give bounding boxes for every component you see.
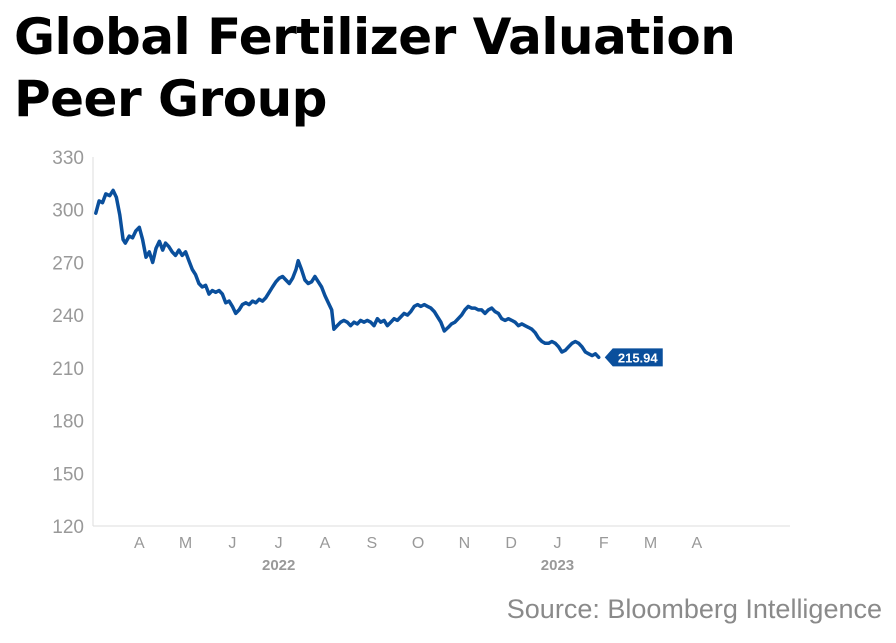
- chart-title: Global Fertilizer Valuation Peer Group: [14, 6, 736, 130]
- y-tick-label: 120: [52, 517, 84, 538]
- series-line: [94, 188, 601, 360]
- x-tick-label: J: [553, 535, 561, 552]
- x-tick-label: J: [275, 535, 283, 552]
- x-tick-label: A: [692, 535, 703, 552]
- x-tick-label: F: [599, 535, 609, 552]
- x-tick-label: N: [459, 535, 471, 552]
- x-tick-label: A: [134, 535, 145, 552]
- y-tick-label: 300: [52, 201, 84, 222]
- y-tick-label: 240: [52, 306, 84, 327]
- x-tick-label: J: [228, 535, 236, 552]
- last-value-badge: [604, 348, 663, 367]
- chart-title-line2: Peer Group: [14, 70, 327, 128]
- y-tick-label: 330: [52, 148, 84, 169]
- y-tick-label: 180: [52, 412, 84, 433]
- x-tick-label: D: [505, 535, 517, 552]
- x-tick-label: S: [366, 535, 377, 552]
- last-value-label: 215.94: [618, 350, 659, 365]
- x-tick-label: A: [320, 535, 331, 552]
- x-tick-label: M: [644, 535, 657, 552]
- source-note: Source: Bloomberg Intelligence: [506, 594, 882, 624]
- year-label: 2023: [541, 557, 574, 574]
- chart-title-line1: Global Fertilizer Valuation: [14, 8, 736, 66]
- y-tick-label: 270: [52, 253, 84, 274]
- year-label: 2022: [262, 557, 295, 574]
- x-tick-label: M: [179, 535, 192, 552]
- y-tick-label: 150: [52, 464, 84, 485]
- y-tick-label: 210: [52, 359, 84, 380]
- x-tick-label: O: [412, 535, 424, 552]
